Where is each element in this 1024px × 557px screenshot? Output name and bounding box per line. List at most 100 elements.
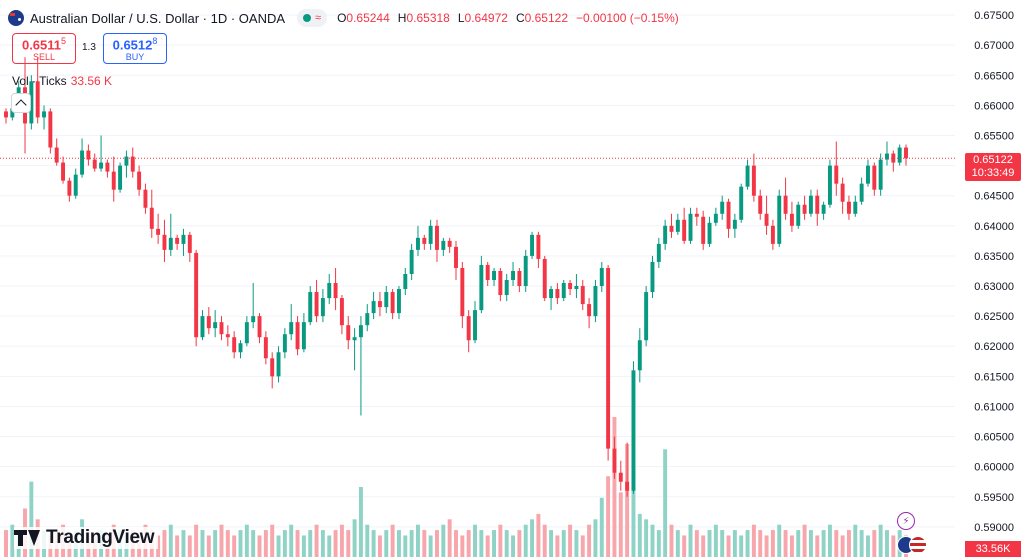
volume-bar <box>891 535 896 557</box>
volume-bar <box>872 530 877 557</box>
candle-body <box>200 316 205 338</box>
candle-body <box>897 147 902 163</box>
collapse-legend-button[interactable] <box>11 93 31 113</box>
candle-body <box>675 219 680 232</box>
candle-body <box>574 286 579 290</box>
candle-body <box>764 213 769 226</box>
candle-body <box>827 165 832 205</box>
y-tick-label: 0.64500 <box>974 191 1014 203</box>
volume-bar <box>187 535 192 557</box>
candle-body <box>777 195 782 244</box>
candle-body <box>599 267 604 287</box>
candle-body <box>162 234 167 250</box>
candle-body <box>644 292 649 341</box>
volume-bar <box>289 524 294 557</box>
candle-body <box>720 201 725 214</box>
volume-bar <box>511 535 516 557</box>
candle-body <box>618 472 623 482</box>
volume-bar <box>745 530 750 557</box>
volume-bar <box>181 530 186 557</box>
logo-text: TradingView <box>46 527 155 548</box>
candle-body <box>587 304 592 317</box>
volume-bar <box>473 524 477 557</box>
candle-body <box>384 292 389 308</box>
candle-body <box>42 111 46 118</box>
symbol-title[interactable]: Australian Dollar / U.S. Dollar · 1D · O… <box>30 10 286 26</box>
volume-bar <box>485 535 490 557</box>
tradingview-logo[interactable]: TradingView <box>14 527 159 549</box>
candle-body <box>796 204 801 226</box>
candle-body <box>130 156 135 172</box>
volume-bar <box>466 530 471 557</box>
volume-bar <box>726 535 731 557</box>
volume-bar <box>390 524 395 557</box>
volume-bar <box>263 530 268 557</box>
volume-bar <box>339 524 344 557</box>
candle-body <box>403 273 408 290</box>
candle-body <box>118 165 123 190</box>
candle-body <box>111 171 116 190</box>
candle-body <box>295 322 300 350</box>
volume-bar <box>568 524 573 557</box>
symbol-header: Australian Dollar / U.S. Dollar · 1D · O… <box>8 8 679 28</box>
candle-body <box>688 213 693 241</box>
candle-body <box>739 186 744 220</box>
volume-bar <box>530 519 535 557</box>
volume-bar <box>758 530 763 557</box>
buy-button[interactable]: 0.65128 BUY <box>103 33 167 64</box>
market-status-pill[interactable]: ≈ <box>297 9 328 27</box>
price-axis[interactable]: 0.675000.670000.665000.660000.655000.650… <box>974 10 1014 534</box>
candle-body <box>859 183 864 202</box>
candle-body <box>99 162 104 169</box>
candle-body <box>225 334 230 338</box>
low-value: 0.64972 <box>464 11 508 25</box>
candle-body <box>479 264 484 311</box>
volume-bar <box>536 513 541 557</box>
candle-body <box>54 147 59 163</box>
candle-body <box>416 237 420 250</box>
candle-body <box>187 234 192 253</box>
candle-body <box>751 165 756 196</box>
volume-bar <box>593 519 598 557</box>
candle-body <box>612 448 617 473</box>
candle-body <box>866 165 870 184</box>
volume-bar <box>384 530 389 557</box>
volume-bar <box>815 535 820 557</box>
candle-body <box>726 201 731 229</box>
candle-body <box>694 213 699 217</box>
volume-bar <box>777 524 782 557</box>
volume-bar <box>549 530 554 557</box>
y-tick-label: 0.64000 <box>974 221 1014 233</box>
currency-flags-icon[interactable] <box>897 536 929 554</box>
candle-body <box>650 261 655 293</box>
volume-bar <box>416 524 420 557</box>
candle-body <box>346 325 351 341</box>
candle-body <box>377 301 382 308</box>
candle-body <box>409 249 414 274</box>
volume-bar <box>802 524 807 557</box>
candle-body <box>10 108 15 118</box>
volume-bar <box>479 530 484 557</box>
candle-body <box>593 286 598 317</box>
y-tick-label: 0.65500 <box>974 130 1014 142</box>
volume-bar <box>219 524 224 557</box>
lightning-icon[interactable]: ⚡ <box>897 512 915 530</box>
volume-bar <box>783 530 788 557</box>
candle-body <box>320 298 325 317</box>
volume-bar <box>396 530 401 557</box>
volume-bar <box>808 530 813 557</box>
candle-body <box>631 370 636 491</box>
volume-bar <box>885 530 889 557</box>
volume-bar <box>631 470 636 557</box>
volume-bar <box>403 535 408 557</box>
y-tick-label: 0.59000 <box>974 522 1014 534</box>
volume-bar <box>637 513 642 557</box>
sell-button[interactable]: 0.65115 SELL <box>12 33 76 64</box>
candle-body <box>251 316 256 323</box>
candle-body <box>257 316 262 338</box>
last-price-value: 0.65122 <box>973 154 1013 166</box>
volume-label: Vol · Ticks <box>12 74 67 88</box>
volume-bar <box>606 476 611 557</box>
volume-bar <box>644 519 649 557</box>
